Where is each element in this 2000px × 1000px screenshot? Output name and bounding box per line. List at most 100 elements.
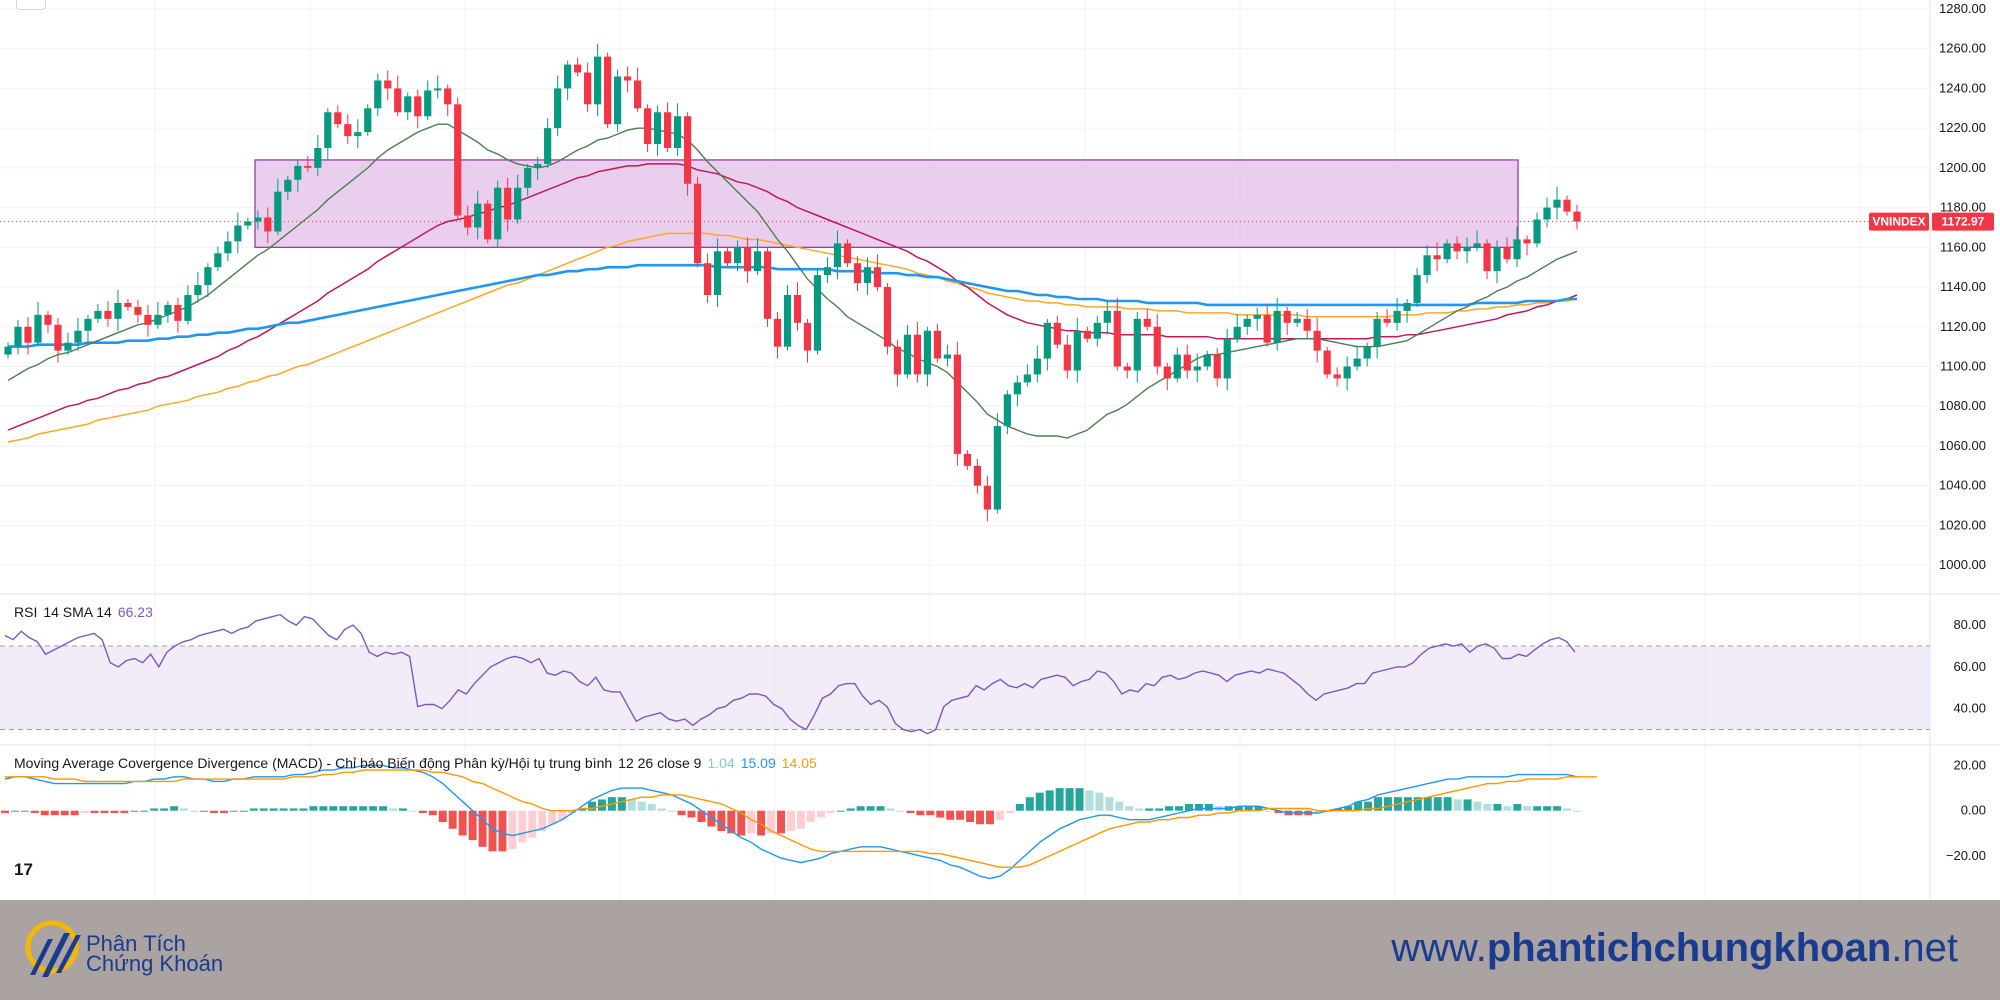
macd-histogram-bar — [1244, 806, 1253, 811]
macd-histogram-bar — [488, 810, 497, 852]
site-url[interactable]: www.phantichchungkhoan.net — [1391, 926, 1958, 971]
candle — [604, 52, 612, 129]
candle-body — [124, 302, 132, 307]
candle — [524, 163, 532, 196]
candle-body — [34, 314, 42, 343]
candle-body — [1083, 330, 1091, 339]
candle — [1483, 239, 1491, 280]
candle — [1063, 334, 1071, 379]
price-tick-label: 1020.00 — [1939, 517, 1986, 532]
candle-body — [693, 183, 702, 264]
candle-body — [554, 88, 562, 129]
macd-histogram-bar — [20, 810, 29, 812]
candle-body — [84, 318, 92, 331]
macd-histogram-bar — [548, 810, 557, 825]
price-tick-label: 1200.00 — [1939, 160, 1986, 175]
candle-body — [1153, 326, 1161, 367]
macd-histogram-bar — [1234, 806, 1243, 811]
macd-histogram-bar — [1364, 801, 1373, 811]
candle — [1033, 345, 1041, 383]
chart-canvas[interactable]: 1280.00 1260.00 1240.00 1220.00 1200.00 1180.… — [0, 0, 2000, 900]
candle-body — [943, 354, 951, 359]
macd-histogram-bar — [239, 810, 248, 812]
candle-body — [1053, 322, 1061, 345]
macd-params: 12 26 close 9 — [618, 755, 702, 771]
candle — [204, 263, 212, 297]
ma100-line — [7, 232, 1578, 443]
candle-body — [963, 453, 971, 466]
candle-body — [224, 241, 232, 254]
price-tick-label: 1060.00 — [1939, 438, 1986, 453]
candle — [913, 321, 922, 383]
macd-histogram-bar — [180, 808, 189, 811]
macd-histogram-bar — [657, 808, 666, 811]
candle-body — [863, 267, 872, 284]
macd-histogram-bar — [916, 810, 925, 816]
macd-histogram-bar — [1015, 803, 1024, 811]
candle-body — [1383, 318, 1391, 323]
candle-body — [474, 203, 482, 228]
candle — [414, 89, 422, 129]
macd-histogram-bar — [498, 810, 507, 852]
candle-body — [404, 96, 412, 113]
price-tick-label: 1240.00 — [1939, 80, 1986, 95]
macd-tick-label: −20.00 — [1946, 848, 1986, 863]
macd-histogram-bar — [269, 808, 278, 811]
candle-body — [1393, 310, 1401, 323]
candle — [1083, 326, 1091, 343]
candle — [1253, 307, 1261, 331]
candle — [1343, 356, 1351, 391]
candle-body — [933, 330, 942, 359]
chart-area[interactable]: 1280.00 1260.00 1240.00 1220.00 1200.00 1180.… — [0, 0, 2000, 900]
macd-histogram-bar — [160, 808, 169, 811]
candle-body — [1033, 358, 1041, 375]
macd-histogram-bar — [190, 810, 199, 812]
rsi-line — [4, 613, 1576, 735]
candle — [813, 268, 822, 355]
macd-histogram-bar — [1483, 803, 1492, 811]
macd-histogram-bar — [1553, 806, 1562, 811]
candle-body — [1513, 239, 1521, 260]
candle-body — [1373, 318, 1381, 347]
candle — [1013, 375, 1021, 407]
candle — [943, 344, 951, 367]
price-tick-label: 1120.00 — [1940, 319, 1986, 334]
candle — [254, 210, 262, 230]
close-icon[interactable]: ✕ — [16, 0, 46, 10]
candle — [124, 298, 132, 311]
macd-histogram-bar — [369, 806, 378, 811]
candle-body — [164, 304, 172, 315]
candle — [1203, 350, 1211, 371]
candle — [1273, 297, 1281, 351]
rsi-title: RSI — [14, 604, 38, 620]
candle — [1423, 245, 1431, 284]
candle-body — [1503, 247, 1511, 260]
candle-body — [913, 334, 922, 375]
macd-histogram-bar — [1503, 806, 1512, 811]
candle — [424, 80, 432, 121]
candle — [274, 178, 282, 236]
macd-histogram-bar — [1563, 808, 1572, 811]
macd-histogram-bar — [1254, 806, 1263, 811]
candle — [1193, 353, 1201, 383]
macd-histogram-bar — [259, 808, 268, 811]
candle — [1473, 230, 1481, 252]
candle-body — [544, 128, 552, 164]
macd-histogram-bar — [359, 806, 368, 811]
candle-body — [1443, 243, 1451, 260]
candle — [883, 283, 892, 355]
macd-histogram-bar — [120, 810, 129, 813]
candle-body — [1013, 382, 1021, 395]
candle — [1553, 186, 1561, 220]
candle — [564, 60, 572, 101]
candle-body — [624, 76, 632, 81]
candle — [1243, 314, 1251, 335]
candle-body — [484, 203, 492, 240]
candle — [1373, 311, 1381, 359]
macd-histogram-bar — [1145, 808, 1154, 811]
macd-histogram-bar — [1045, 790, 1054, 811]
candle-body — [424, 90, 432, 117]
candle-body — [793, 295, 802, 323]
tradingview-logo-icon[interactable]: 17 — [14, 860, 33, 879]
candle — [584, 62, 592, 113]
